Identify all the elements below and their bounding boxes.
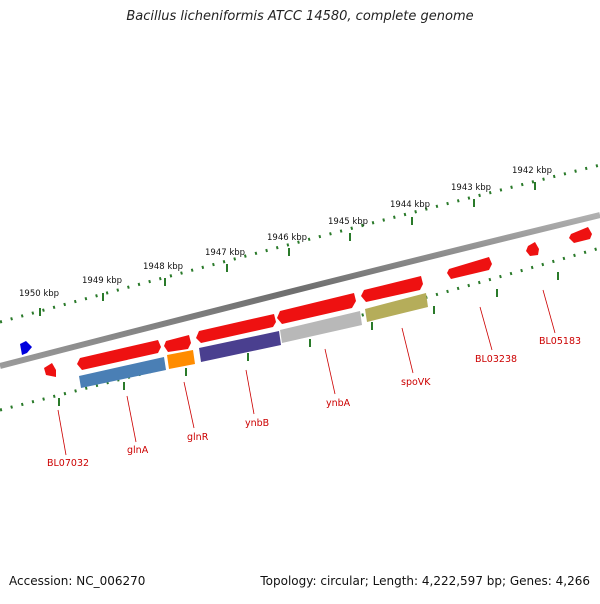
cds-arrows [44, 227, 592, 377]
outer-major-ticks [39, 182, 536, 316]
gene-arrow-spoVK-cds[interactable] [361, 276, 423, 302]
gene-label[interactable]: BL05183 [539, 336, 581, 347]
gene-label[interactable]: glnA [127, 445, 149, 456]
gene-label[interactable]: ynbB [245, 418, 269, 429]
gene-label[interactable]: BL03238 [475, 354, 517, 365]
scale-label: 1943 kbp [451, 183, 491, 193]
leader-lines [57, 289, 556, 456]
gene-arrow-BL05183[interactable] [569, 227, 592, 243]
feature-bar-glnA[interactable] [79, 357, 166, 388]
inner-major-ticks [58, 272, 559, 406]
scale-label: 1946 kbp [267, 233, 307, 243]
feature-bar-ynbA[interactable] [280, 311, 362, 343]
outer-tick-track [0, 163, 600, 324]
scale-label: 1948 kbp [143, 262, 183, 272]
scale-label: 1942 kbp [512, 166, 552, 176]
gene-label[interactable]: spoVK [401, 377, 431, 388]
gene-labels: BL07032 glnA glnR ynbB ynbA spoVK BL0323… [47, 336, 581, 469]
gene-arrow-ynbB-cds[interactable] [196, 314, 276, 343]
genome-backbone [0, 212, 600, 369]
gene-arrow-small[interactable] [526, 242, 539, 256]
scale-labels: 1950 kbp 1949 kbp 1948 kbp 1947 kbp 1946… [19, 166, 552, 299]
scale-label: 1949 kbp [82, 276, 122, 286]
accession-text: Accession: NC_006270 [9, 574, 146, 588]
gene-arrow-glnA-cds[interactable] [77, 340, 161, 370]
gene-label[interactable]: ynbA [326, 398, 351, 409]
scale-label: 1947 kbp [205, 248, 245, 258]
gene-arrow-ynbA-cds[interactable] [277, 293, 356, 324]
gene-arrow-BL03238[interactable] [447, 257, 492, 279]
blue-gene-marker[interactable] [20, 341, 32, 355]
feature-bar-ynbB[interactable] [199, 331, 281, 362]
scale-label: 1945 kbp [328, 217, 368, 227]
gene-label[interactable]: BL07032 [47, 458, 89, 469]
gene-label[interactable]: glnR [187, 432, 209, 443]
genome-title: Bacillus licheniformis ATCC 14580, compl… [126, 9, 474, 24]
feature-bar-spoVK[interactable] [365, 293, 428, 322]
feature-bar-glnR[interactable] [167, 350, 195, 369]
gene-arrow-BL07032[interactable] [44, 363, 56, 377]
feature-bars [79, 293, 428, 388]
gene-arrow-glnR-cds[interactable] [164, 335, 191, 352]
genome-summary-text: Topology: circular; Length: 4,222,597 bp… [260, 574, 590, 588]
scale-label: 1944 kbp [390, 200, 430, 210]
scale-label: 1950 kbp [19, 289, 59, 299]
